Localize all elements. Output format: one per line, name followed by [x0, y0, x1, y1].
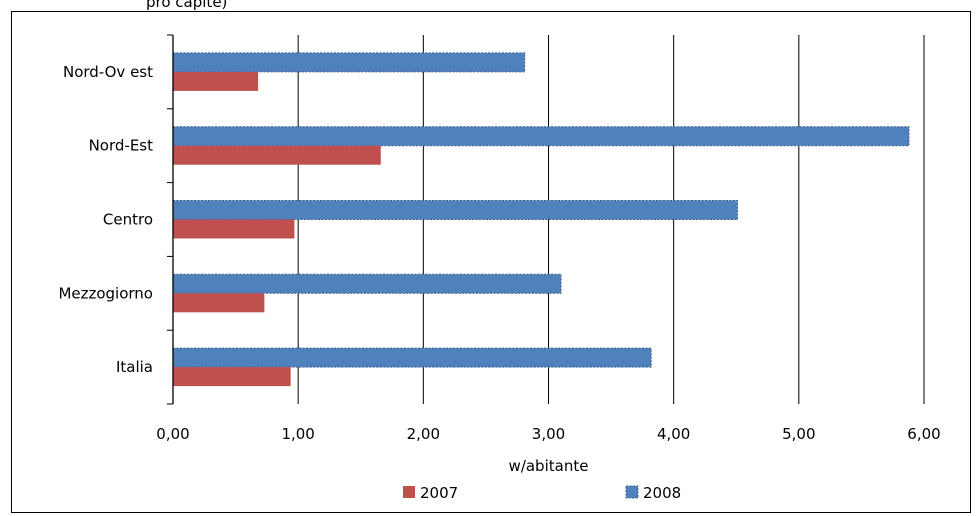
bar-2007 [173, 219, 295, 239]
legend-label-2008: 2008 [643, 484, 681, 502]
bar-2007 [173, 367, 291, 387]
category-label: Italia [116, 358, 153, 376]
category-label: Centro [103, 211, 153, 229]
chart-frame [11, 11, 971, 513]
x-tick-label: 2,00 [407, 425, 440, 443]
axes [167, 34, 174, 405]
x-tick-label: 3,00 [532, 425, 565, 443]
bar-2007 [173, 71, 259, 91]
category-label: Mezzogiorno [58, 284, 153, 302]
chart-title-fragment: pro capite) [146, 0, 228, 11]
bar-2007 [173, 145, 381, 165]
legend-swatch-2008 [625, 485, 639, 499]
bar-2008 [172, 126, 910, 147]
bar-2008 [172, 52, 526, 73]
x-tick-label: 1,00 [281, 425, 314, 443]
category-label: Nord-Est [89, 137, 154, 155]
x-tick-label: 4,00 [657, 425, 690, 443]
category-labels: Nord-Ov est Nord-Est Centro Mezzogiorno Ital… [58, 63, 153, 376]
bar-2008 [172, 200, 739, 220]
bars [172, 52, 910, 387]
x-tick-label: 0,00 [156, 425, 189, 443]
x-axis-title: w/abitante [509, 457, 589, 475]
x-tick-label: 5,00 [782, 425, 815, 443]
category-label: Nord-Ov est [63, 63, 153, 81]
legend: 2007 2008 [403, 484, 681, 502]
bar-2008 [172, 273, 562, 294]
x-tick-labels: 0,00 1,00 2,00 3,00 4,00 5,00 6,00 [156, 425, 940, 443]
bar-2007 [173, 293, 265, 313]
x-tick-label: 6,00 [907, 425, 940, 443]
legend-swatch-2007 [403, 486, 415, 498]
legend-label-2007: 2007 [420, 484, 458, 502]
bar-2008 [172, 347, 652, 368]
